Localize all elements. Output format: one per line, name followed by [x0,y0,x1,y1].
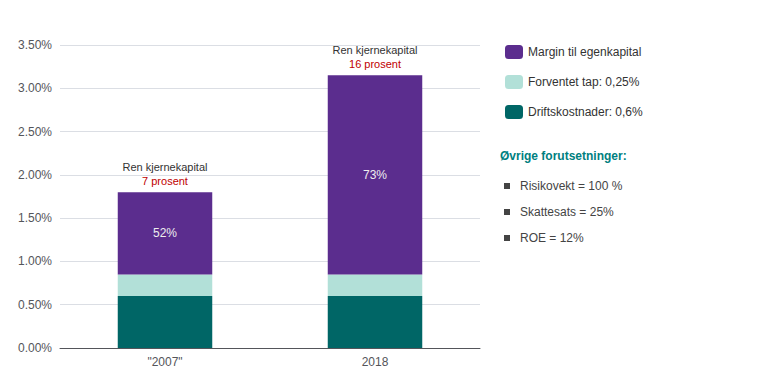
svg-text:3.50%: 3.50% [18,38,52,52]
svg-text:7 prosent: 7 prosent [142,175,188,187]
svg-text:Øvrige forutsetninger:: Øvrige forutsetninger: [500,149,627,163]
svg-text:0.00%: 0.00% [18,341,52,355]
svg-text:1.00%: 1.00% [18,254,52,268]
svg-text:Driftskostnader: 0,6%: Driftskostnader: 0,6% [528,105,643,119]
svg-text:Ren kjernekapital: Ren kjernekapital [333,44,418,56]
svg-text:3.00%: 3.00% [18,81,52,95]
svg-text:Margin til egenkapital: Margin til egenkapital [528,45,641,59]
svg-text:2.00%: 2.00% [18,168,52,182]
svg-text:"2007": "2007" [147,355,182,369]
svg-text:Risikovekt = 100 %: Risikovekt = 100 % [520,179,623,193]
svg-text:ROE = 12%: ROE = 12% [520,231,584,245]
svg-text:1.50%: 1.50% [18,211,52,225]
svg-text:Skattesats = 25%: Skattesats = 25% [520,205,614,219]
svg-text:Forventet tap: 0,25%: Forventet tap: 0,25% [528,75,640,89]
svg-text:2018: 2018 [362,355,389,369]
svg-text:Ren kjernekapital: Ren kjernekapital [123,161,208,173]
svg-text:52%: 52% [153,226,177,240]
svg-text:2.50%: 2.50% [18,125,52,139]
svg-text:0.50%: 0.50% [18,298,52,312]
svg-text:73%: 73% [363,168,387,182]
svg-text:16 prosent: 16 prosent [349,58,401,70]
